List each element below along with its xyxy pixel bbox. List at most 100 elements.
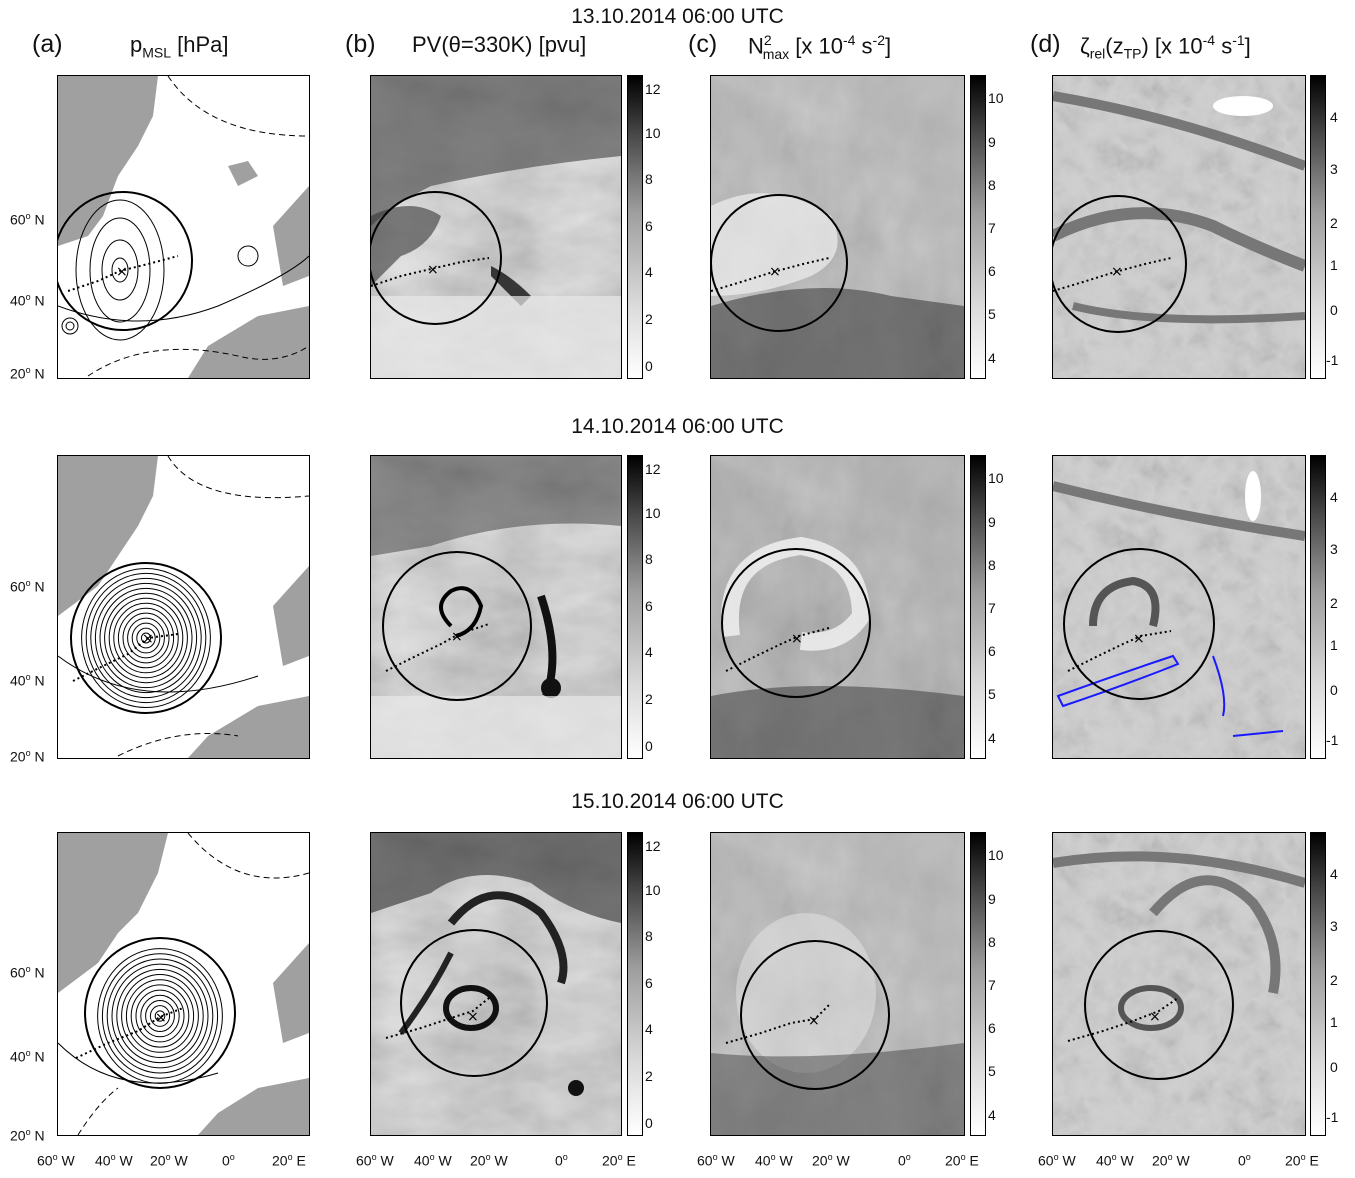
lon-label-20w-b: 20o W	[470, 1152, 508, 1169]
cyclone-center-marker: ×	[791, 631, 803, 647]
isobar-contour	[106, 958, 214, 1074]
pv-map-row2: ×	[371, 456, 621, 758]
colorbar-n2-row3	[970, 832, 986, 1136]
row-title-3: 15.10.2014 06:00 UTC	[571, 790, 784, 813]
lon-label-20w-d: 20o W	[1152, 1152, 1190, 1169]
isobar-contour	[145, 999, 175, 1033]
colorbar-tick: 1	[1330, 1014, 1338, 1030]
colorbar-tick: 12	[645, 461, 661, 477]
tracking-circle	[1053, 195, 1187, 333]
colorbar-n2-row2	[970, 455, 986, 759]
colorbar-tick: -1	[1326, 352, 1339, 368]
isobar-contour	[136, 627, 156, 649]
panel-b-row3: ×	[370, 832, 622, 1136]
column-title-a: pMSL [hPa]	[130, 32, 229, 61]
mslp-map-row3: ×	[58, 833, 309, 1135]
lon-label-0-a: 0o	[222, 1152, 235, 1169]
colorbar-tick: 8	[988, 177, 996, 193]
colorbar-zeta-row1	[1310, 75, 1326, 379]
colorbar-tick: 3	[1330, 918, 1338, 934]
tracking-circle	[58, 191, 193, 331]
colorbar-tick: 4	[1330, 866, 1338, 882]
colorbar-tick: 10	[988, 470, 1004, 486]
colorbar-tick: 10	[988, 847, 1004, 863]
colorbar-tick: 2	[1330, 215, 1338, 231]
colorbar-tick: 4	[988, 350, 996, 366]
colorbar-tick: 5	[988, 686, 996, 702]
colorbar-tick: 4	[988, 1107, 996, 1123]
colorbar-tick: 6	[988, 643, 996, 659]
colorbar-tick: 2	[1330, 972, 1338, 988]
zeta-map-row1: ×	[1053, 76, 1305, 378]
colorbar-n2-row1	[970, 75, 986, 379]
mslp-map-row2: ×	[58, 456, 309, 758]
isobar-contour	[104, 592, 188, 684]
colorbar-tick: 8	[645, 928, 653, 944]
colorbar-tick: -1	[1326, 1109, 1339, 1125]
isobar-contour	[94, 582, 198, 694]
zeta-map-row3: ×	[1053, 833, 1305, 1135]
isobar-contour	[125, 979, 195, 1053]
panel-c-row3: ×	[710, 832, 965, 1136]
blue-contour	[1056, 654, 1180, 708]
cyclone-track	[725, 627, 830, 672]
isobar-contour	[117, 607, 175, 669]
lat-label-20n-row2: 20o N	[10, 748, 45, 765]
colorbar-tick: 0	[645, 1115, 653, 1131]
lon-label-60w-a: 60o W	[37, 1152, 75, 1169]
cyclone-center-marker: ×	[451, 629, 463, 645]
colorbar-tick: 4	[1330, 109, 1338, 125]
colorbar-tick: 7	[988, 220, 996, 236]
colorbar-tick: 4	[645, 1021, 653, 1037]
cyclone-center-marker: ×	[769, 264, 781, 280]
panel-letter-a: (a)	[32, 30, 63, 58]
colorbar-tick: 0	[645, 738, 653, 754]
n2-map-row1: ×	[711, 76, 964, 378]
mslp-map-row1: ×	[58, 76, 309, 378]
colorbar-tick: 2	[1330, 595, 1338, 611]
isobar-contour	[130, 984, 190, 1048]
cyclone-center-marker: ×	[155, 1010, 167, 1026]
colorbar-tick: 10	[645, 882, 661, 898]
tracking-circle	[70, 562, 222, 714]
isobar-contour	[140, 994, 180, 1038]
colorbar-tick: 9	[988, 134, 996, 150]
colorbar-tick: 9	[988, 891, 996, 907]
tracking-circle	[740, 940, 890, 1090]
panel-d-row2: ×	[1052, 455, 1306, 759]
colorbar-tick: 6	[988, 263, 996, 279]
isobar-contour	[131, 622, 161, 654]
panel-b-row2: ×	[370, 455, 622, 759]
colorbar-tick: 0	[1330, 682, 1338, 698]
isobar-contour	[111, 963, 209, 1069]
colorbar-tick: 8	[988, 557, 996, 573]
colorbar-tick: 10	[645, 505, 661, 521]
tracking-circle	[721, 548, 871, 698]
cyclone-track	[75, 1007, 184, 1059]
cyclone-center-marker: ×	[808, 1013, 820, 1029]
colorbar-tick: 2	[645, 1068, 653, 1084]
tracking-circle	[400, 929, 548, 1077]
panel-letter-b: (b)	[345, 30, 376, 58]
panel-c-row2: ×	[710, 455, 965, 759]
colorbar-zeta-row3	[1310, 832, 1326, 1136]
column-title-d: ζrel(zTP) [x 10-4 s-1]	[1080, 32, 1251, 62]
isobar-contour	[101, 953, 219, 1079]
colorbar-tick: 5	[988, 1063, 996, 1079]
colorbar-tick: 3	[1330, 161, 1338, 177]
lon-label-60w-d: 60o W	[1038, 1152, 1076, 1169]
colorbar-tick: 12	[645, 81, 661, 97]
isobar-contour	[149, 1005, 171, 1027]
cyclone-center-marker: ×	[142, 631, 154, 647]
greenland-land	[58, 76, 158, 246]
colorbar-tick: 8	[645, 551, 653, 567]
africa-land	[188, 306, 309, 378]
isobar-contour	[85, 572, 207, 704]
lon-label-0-c: 0o	[898, 1152, 911, 1169]
row-title-2: 14.10.2014 06:00 UTC	[571, 415, 784, 438]
panel-c-row1: ×	[710, 75, 965, 379]
colorbar-tick: 3	[1330, 541, 1338, 557]
tracking-circle	[1063, 548, 1215, 700]
colorbar-tick: 7	[988, 600, 996, 616]
colorbar-tick: 4	[988, 730, 996, 746]
